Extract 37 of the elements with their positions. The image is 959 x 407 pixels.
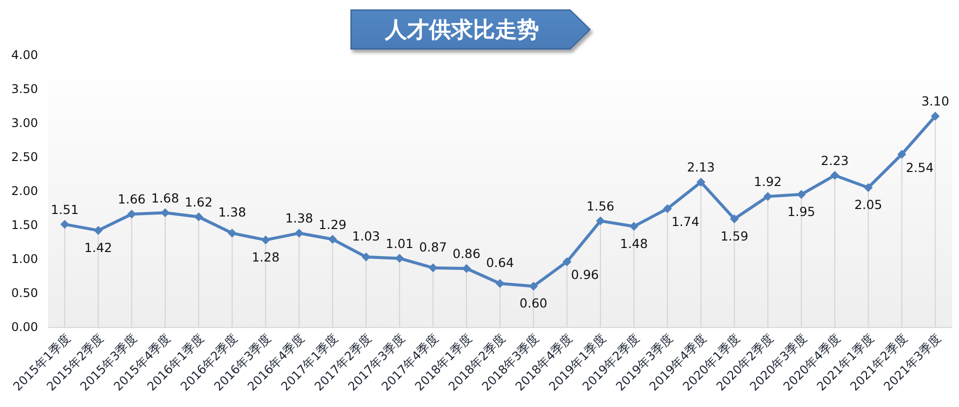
data-label: 3.10 xyxy=(921,94,950,109)
data-label: 2.54 xyxy=(906,160,934,175)
y-tick-label: 1.50 xyxy=(11,218,38,232)
data-label: 1.74 xyxy=(671,214,700,230)
y-tick-label: 1.00 xyxy=(11,252,38,266)
y-tick-label: 0.00 xyxy=(11,320,38,334)
data-label: 1.03 xyxy=(352,228,380,244)
data-label: 1.48 xyxy=(620,236,648,251)
title: 人才供求比走势 xyxy=(385,17,539,43)
data-label: 0.86 xyxy=(452,246,480,262)
data-label: 1.66 xyxy=(118,192,146,207)
data-label: 2.23 xyxy=(820,152,849,168)
data-label: 1.92 xyxy=(754,174,782,189)
data-label: 1.38 xyxy=(285,210,314,226)
y-tick-label: 3.50 xyxy=(11,82,38,96)
data-label: 1.59 xyxy=(720,228,748,244)
data-label: 0.96 xyxy=(571,267,599,282)
data-label: 1.01 xyxy=(386,236,414,251)
data-label: 1.62 xyxy=(184,194,213,210)
data-label: 1.51 xyxy=(50,202,79,217)
data-label: 1.29 xyxy=(318,216,347,232)
data-label: 0.64 xyxy=(486,254,514,270)
y-tick-label: 2.50 xyxy=(11,150,38,164)
data-label: 1.95 xyxy=(787,204,816,219)
data-label: 1.56 xyxy=(586,198,614,214)
data-label: 1.28 xyxy=(252,249,280,264)
y-tick-label: 0.50 xyxy=(11,286,38,300)
data-label: 0.60 xyxy=(520,296,548,311)
data-label: 2.05 xyxy=(854,197,882,212)
data-label: 1.38 xyxy=(218,204,246,220)
y-tick-label: 2.00 xyxy=(11,184,38,198)
y-tick-label: 4.00 xyxy=(11,48,38,62)
data-label: 0.87 xyxy=(419,239,447,254)
data-label: 1.42 xyxy=(84,240,112,255)
data-label: 2.13 xyxy=(686,160,715,175)
y-tick-label: 3.00 xyxy=(11,116,38,130)
data-label: 1.68 xyxy=(151,190,180,206)
